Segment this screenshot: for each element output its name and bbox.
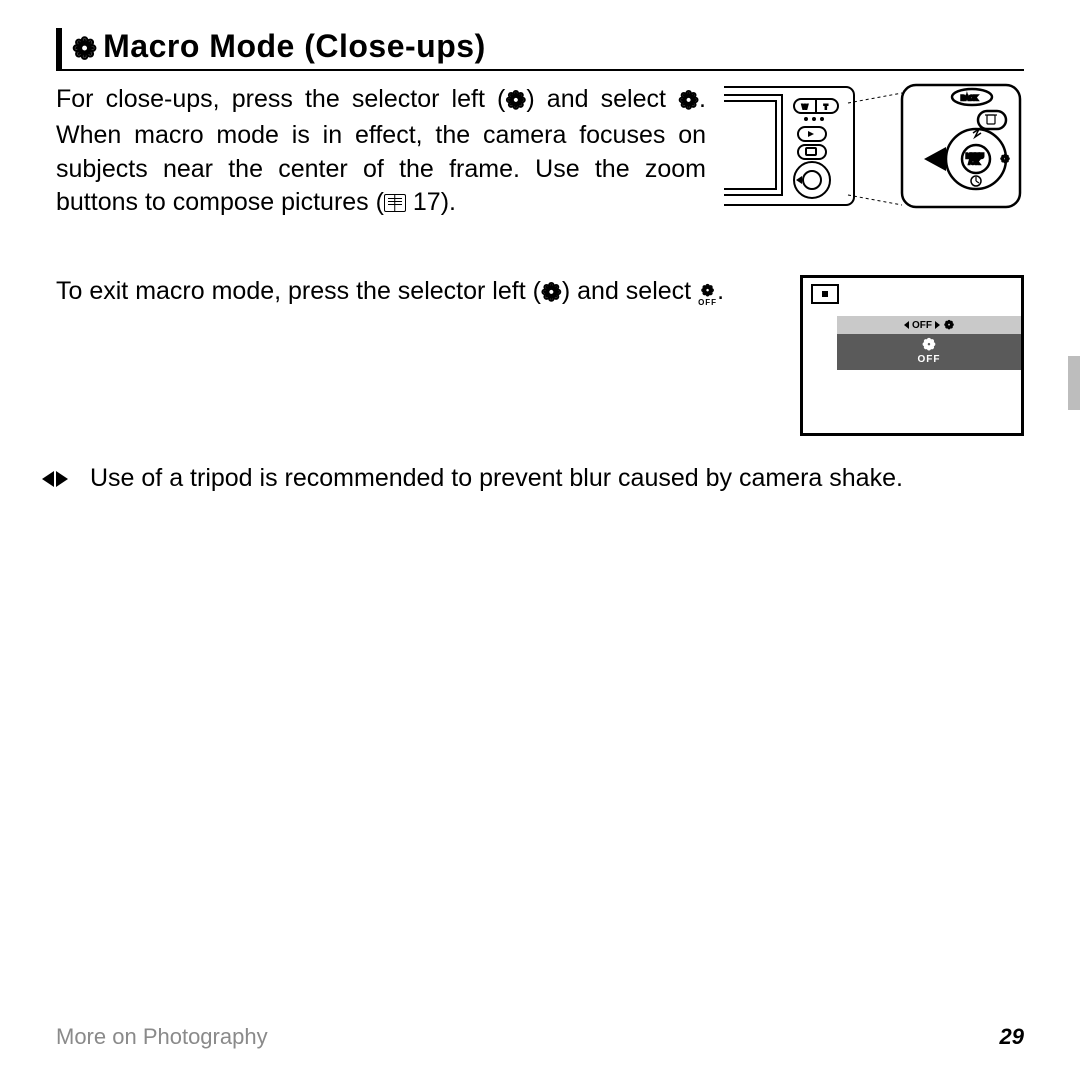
page-footer: More on Photography 29 bbox=[56, 1024, 1024, 1050]
tip-text: Use of a tripod is recommended to preven… bbox=[90, 464, 903, 492]
section-heading: ❁Macro Mode (Close-ups) bbox=[56, 28, 1024, 71]
exit-seg-c: . bbox=[717, 277, 724, 305]
flower-icon: ❁ bbox=[72, 32, 97, 67]
intro-seg-b: ) and select bbox=[526, 85, 678, 113]
row-exit: To exit macro mode, press the selector l… bbox=[56, 275, 1024, 436]
intro-paragraph: For close-ups, press the selector left (… bbox=[56, 83, 706, 220]
lcd-top-label: OFF bbox=[912, 320, 932, 331]
footer-section-name: More on Photography bbox=[56, 1024, 268, 1050]
exit-paragraph: To exit macro mode, press the selector l… bbox=[56, 275, 782, 311]
flower-icon: ❁ bbox=[678, 85, 699, 119]
intro-seg-a: For close-ups, press the selector left ( bbox=[56, 85, 505, 113]
lcd-screen-illustration: OFF ❁ ❁ OFF bbox=[800, 275, 1024, 436]
flower-off-label: OFF bbox=[698, 299, 717, 306]
tip-line: Use of a tripod is recommended to preven… bbox=[56, 462, 1024, 496]
zoom-t-label: T bbox=[824, 105, 828, 111]
note-marker-icon bbox=[56, 462, 84, 496]
flower-icon: ❁ bbox=[505, 85, 526, 119]
lcd-bottom-label: OFF bbox=[918, 354, 941, 366]
triangle-right-icon bbox=[935, 321, 940, 329]
heading-text: Macro Mode (Close-ups) bbox=[103, 28, 486, 64]
flower-off-glyph: ❁ bbox=[698, 285, 717, 299]
flower-icon: ❁ bbox=[922, 338, 935, 354]
flower-icon: ❁ bbox=[541, 277, 562, 311]
flower-off-icon: ❁ OFF bbox=[698, 285, 717, 307]
footer-page-number: 29 bbox=[1000, 1024, 1024, 1050]
exit-seg-a: To exit macro mode, press the selector l… bbox=[56, 277, 541, 305]
exit-seg-b: ) and select bbox=[562, 277, 698, 305]
camera-back-illustration: W T bbox=[724, 81, 1024, 211]
lcd-option-bar-top: OFF ❁ bbox=[837, 316, 1021, 334]
camera-mode-icon bbox=[811, 284, 839, 304]
intro-page-ref: 17). bbox=[406, 188, 456, 216]
back-button-label: BACK bbox=[961, 96, 977, 102]
triangle-left-icon bbox=[904, 321, 909, 329]
page-edge-tab bbox=[1068, 356, 1080, 410]
manual-page: ❁Macro Mode (Close-ups) For close-ups, p… bbox=[0, 0, 1080, 1080]
flower-icon: ❁ bbox=[944, 318, 954, 332]
lcd-option-bar-bottom: ❁ OFF bbox=[837, 334, 1021, 370]
svg-text:❁: ❁ bbox=[1000, 152, 1010, 166]
book-icon bbox=[384, 194, 406, 212]
zoom-w-label: W bbox=[802, 105, 808, 111]
row-intro: For close-ups, press the selector left (… bbox=[56, 81, 1024, 245]
menu-label-2: /OK bbox=[969, 160, 979, 166]
